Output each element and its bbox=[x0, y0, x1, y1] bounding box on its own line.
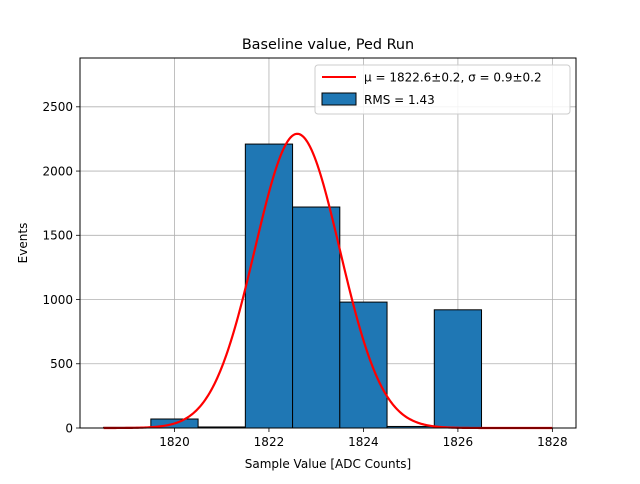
x-axis-label: Sample Value [ADC Counts] bbox=[245, 457, 411, 471]
legend-frame bbox=[314, 64, 571, 115]
y-tick-label: 1000 bbox=[42, 293, 73, 307]
legend: μ = 1822.6±0.2, σ = 0.9±0.2 RMS = 1.43 bbox=[314, 64, 571, 115]
y-tick-label: 2000 bbox=[42, 164, 73, 178]
legend-fit-label: μ = 1822.6±0.2, σ = 0.9±0.2 bbox=[364, 71, 542, 85]
legend-histogram-label: RMS = 1.43 bbox=[364, 93, 435, 107]
y-tick-label: 2500 bbox=[42, 100, 73, 114]
chart-title: Baseline value, Ped Run bbox=[242, 37, 414, 53]
y-tick-label: 1500 bbox=[42, 229, 73, 243]
histogram-bar bbox=[433, 309, 483, 429]
histogram-bar bbox=[292, 206, 341, 429]
x-tick-label: 1820 bbox=[159, 435, 190, 449]
y-tick-label: 0 bbox=[65, 421, 73, 435]
y-axis-ticks: 0 500 1000 1500 2000 2500 bbox=[42, 100, 80, 435]
y-axis-label: Events bbox=[16, 223, 30, 264]
histogram-bar bbox=[244, 143, 294, 429]
x-tick-label: 1822 bbox=[254, 435, 285, 449]
y-tick-label: 500 bbox=[50, 357, 73, 371]
x-tick-label: 1824 bbox=[348, 435, 379, 449]
x-tick-label: 1826 bbox=[443, 435, 474, 449]
axes-frame bbox=[79, 57, 577, 429]
x-tick-label: 1828 bbox=[537, 435, 568, 449]
histogram-bar bbox=[339, 301, 388, 429]
legend-histogram-patch bbox=[321, 92, 357, 106]
x-axis-ticks: 1820 1822 1824 1826 1828 bbox=[159, 428, 568, 449]
